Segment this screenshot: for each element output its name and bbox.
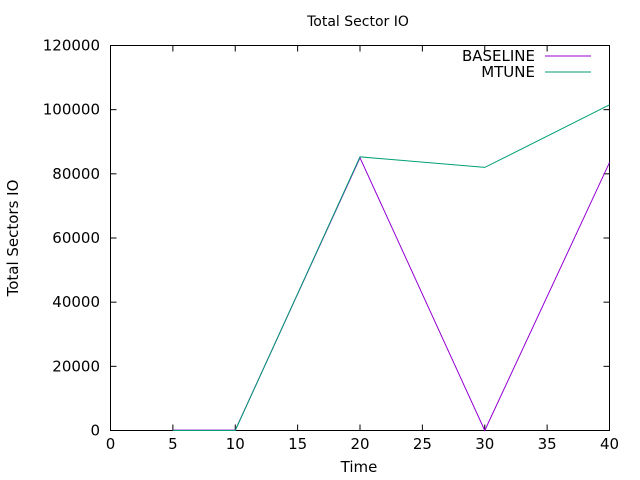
series-line-baseline bbox=[172, 156, 610, 432]
plot-frame bbox=[110, 45, 610, 431]
x-tick-label: 10 bbox=[226, 435, 245, 453]
x-tick-label: 25 bbox=[413, 435, 432, 453]
y-tick-label: 40000 bbox=[52, 293, 100, 311]
y-tick-label: 0 bbox=[90, 422, 100, 440]
x-axis: 0 5 10 15 20 25 30 35 40 bbox=[106, 45, 619, 453]
y-tick-label: 20000 bbox=[52, 357, 100, 375]
series-lines bbox=[172, 104, 610, 432]
x-tick-label: 30 bbox=[475, 435, 494, 453]
x-tick-label: 5 bbox=[168, 435, 178, 453]
x-tick-label: 20 bbox=[350, 435, 369, 453]
series-line-mtune bbox=[172, 104, 610, 431]
y-tick-label: 60000 bbox=[52, 229, 100, 247]
legend-label-mtune: MTUNE bbox=[481, 63, 535, 81]
y-axis-title: Total Sectors IO bbox=[4, 180, 22, 298]
y-axis: 0 20000 40000 60000 80000 100000 120000 bbox=[43, 37, 610, 440]
x-axis-title: Time bbox=[340, 458, 378, 476]
x-tick-label: 35 bbox=[538, 435, 557, 453]
x-tick-label: 40 bbox=[600, 435, 619, 453]
y-tick-label: 120000 bbox=[43, 37, 100, 55]
chart-title: Total Sector IO bbox=[306, 14, 409, 30]
x-tick-label: 0 bbox=[106, 435, 116, 453]
y-tick-label: 100000 bbox=[43, 101, 100, 119]
y-tick-label: 80000 bbox=[52, 165, 100, 183]
x-tick-label: 15 bbox=[288, 435, 307, 453]
legend-label-baseline: BASELINE bbox=[462, 47, 535, 65]
